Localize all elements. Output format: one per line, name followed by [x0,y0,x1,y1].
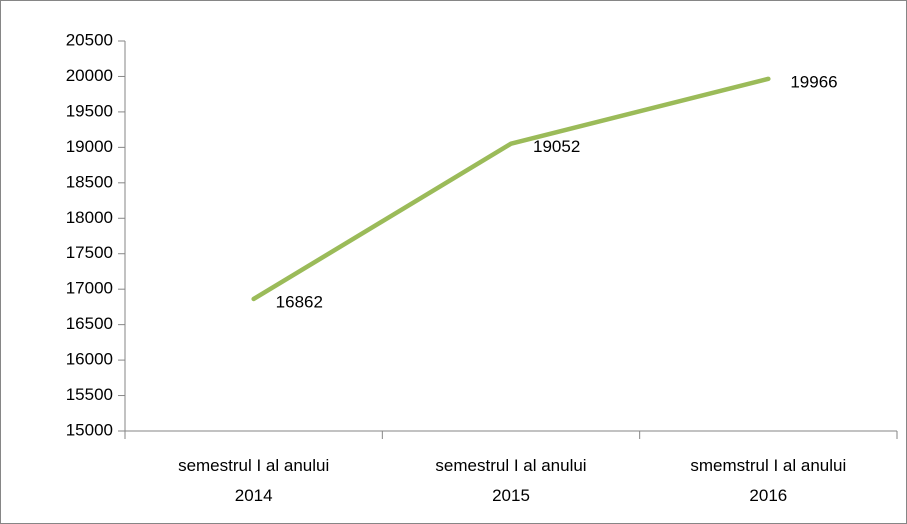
y-tick-label: 20000 [66,66,113,85]
y-tick-label: 18500 [66,172,113,191]
data-label: 19052 [533,137,580,156]
x-tick-label-line: smemstrul I al anului [690,456,846,475]
y-tick-label: 17500 [66,243,113,262]
x-tick-label-line: semestrul I al anului [435,456,586,475]
x-tick-label-line: 2016 [749,486,787,505]
y-tick-label: 20500 [66,30,113,49]
x-tick-label: smemstrul I al anului 2016 [690,456,846,505]
x-tick-label: semestrul I al anului 2014 [178,456,329,505]
series-line [251,76,771,302]
y-tick-label: 19000 [66,137,113,156]
y-tick-label: 16000 [66,350,113,369]
y-tick-label: 19500 [66,101,113,120]
y-tick-label: 16500 [66,314,113,333]
y-tick-label: 17000 [66,279,113,298]
x-tick-label-line: semestrul I al anului [178,456,329,475]
data-label: 16862 [276,292,323,311]
y-tick-label: 15500 [66,385,113,404]
y-tick-label: 15000 [66,420,113,439]
y-tick-label: 18000 [66,208,113,227]
x-tick-label-line: 2015 [492,486,530,505]
x-tick-label: semestrul I al anului 2015 [435,456,586,505]
data-label: 19966 [790,72,837,91]
x-tick-label-line: 2014 [235,486,273,505]
